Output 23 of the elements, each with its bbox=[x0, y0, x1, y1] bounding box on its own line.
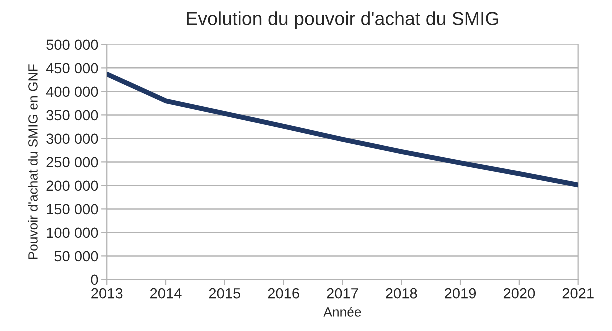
x-axis-title: Année bbox=[324, 307, 362, 317]
x-tick-label: 2014 bbox=[150, 288, 182, 299]
y-tick-label: 100 000 bbox=[47, 228, 98, 238]
x-tick-label: 2018 bbox=[386, 288, 418, 299]
y-tick-label: 0 bbox=[91, 274, 98, 286]
x-tick-label: 2020 bbox=[504, 288, 536, 299]
x-tick-label: 2016 bbox=[268, 288, 300, 299]
y-tick-label: 150 000 bbox=[47, 204, 98, 215]
y-tick-label: 50 000 bbox=[54, 251, 98, 262]
x-tick-label: 2013 bbox=[92, 288, 123, 299]
x-tick-label: 2019 bbox=[445, 288, 476, 299]
chart-title: Evolution du pouvoir d'achat du SMIG bbox=[187, 12, 498, 30]
x-tick-label: 2021 bbox=[562, 288, 594, 299]
y-tick-label: 250 000 bbox=[46, 157, 98, 168]
x-tick-label: 2015 bbox=[209, 288, 241, 299]
y-axis-title: Pouvoir d'achat du SMIG en GNF bbox=[28, 64, 38, 260]
y-tick-label: 450 000 bbox=[46, 63, 98, 74]
y-tick-label: 300 000 bbox=[46, 134, 98, 144]
x-tick-label: 2017 bbox=[327, 288, 358, 299]
y-tick-label: 400 000 bbox=[46, 86, 98, 98]
y-tick-label: 500 000 bbox=[46, 40, 98, 50]
y-tick-label: 200 000 bbox=[46, 180, 98, 192]
y-tick-label: 350 000 bbox=[46, 110, 98, 121]
